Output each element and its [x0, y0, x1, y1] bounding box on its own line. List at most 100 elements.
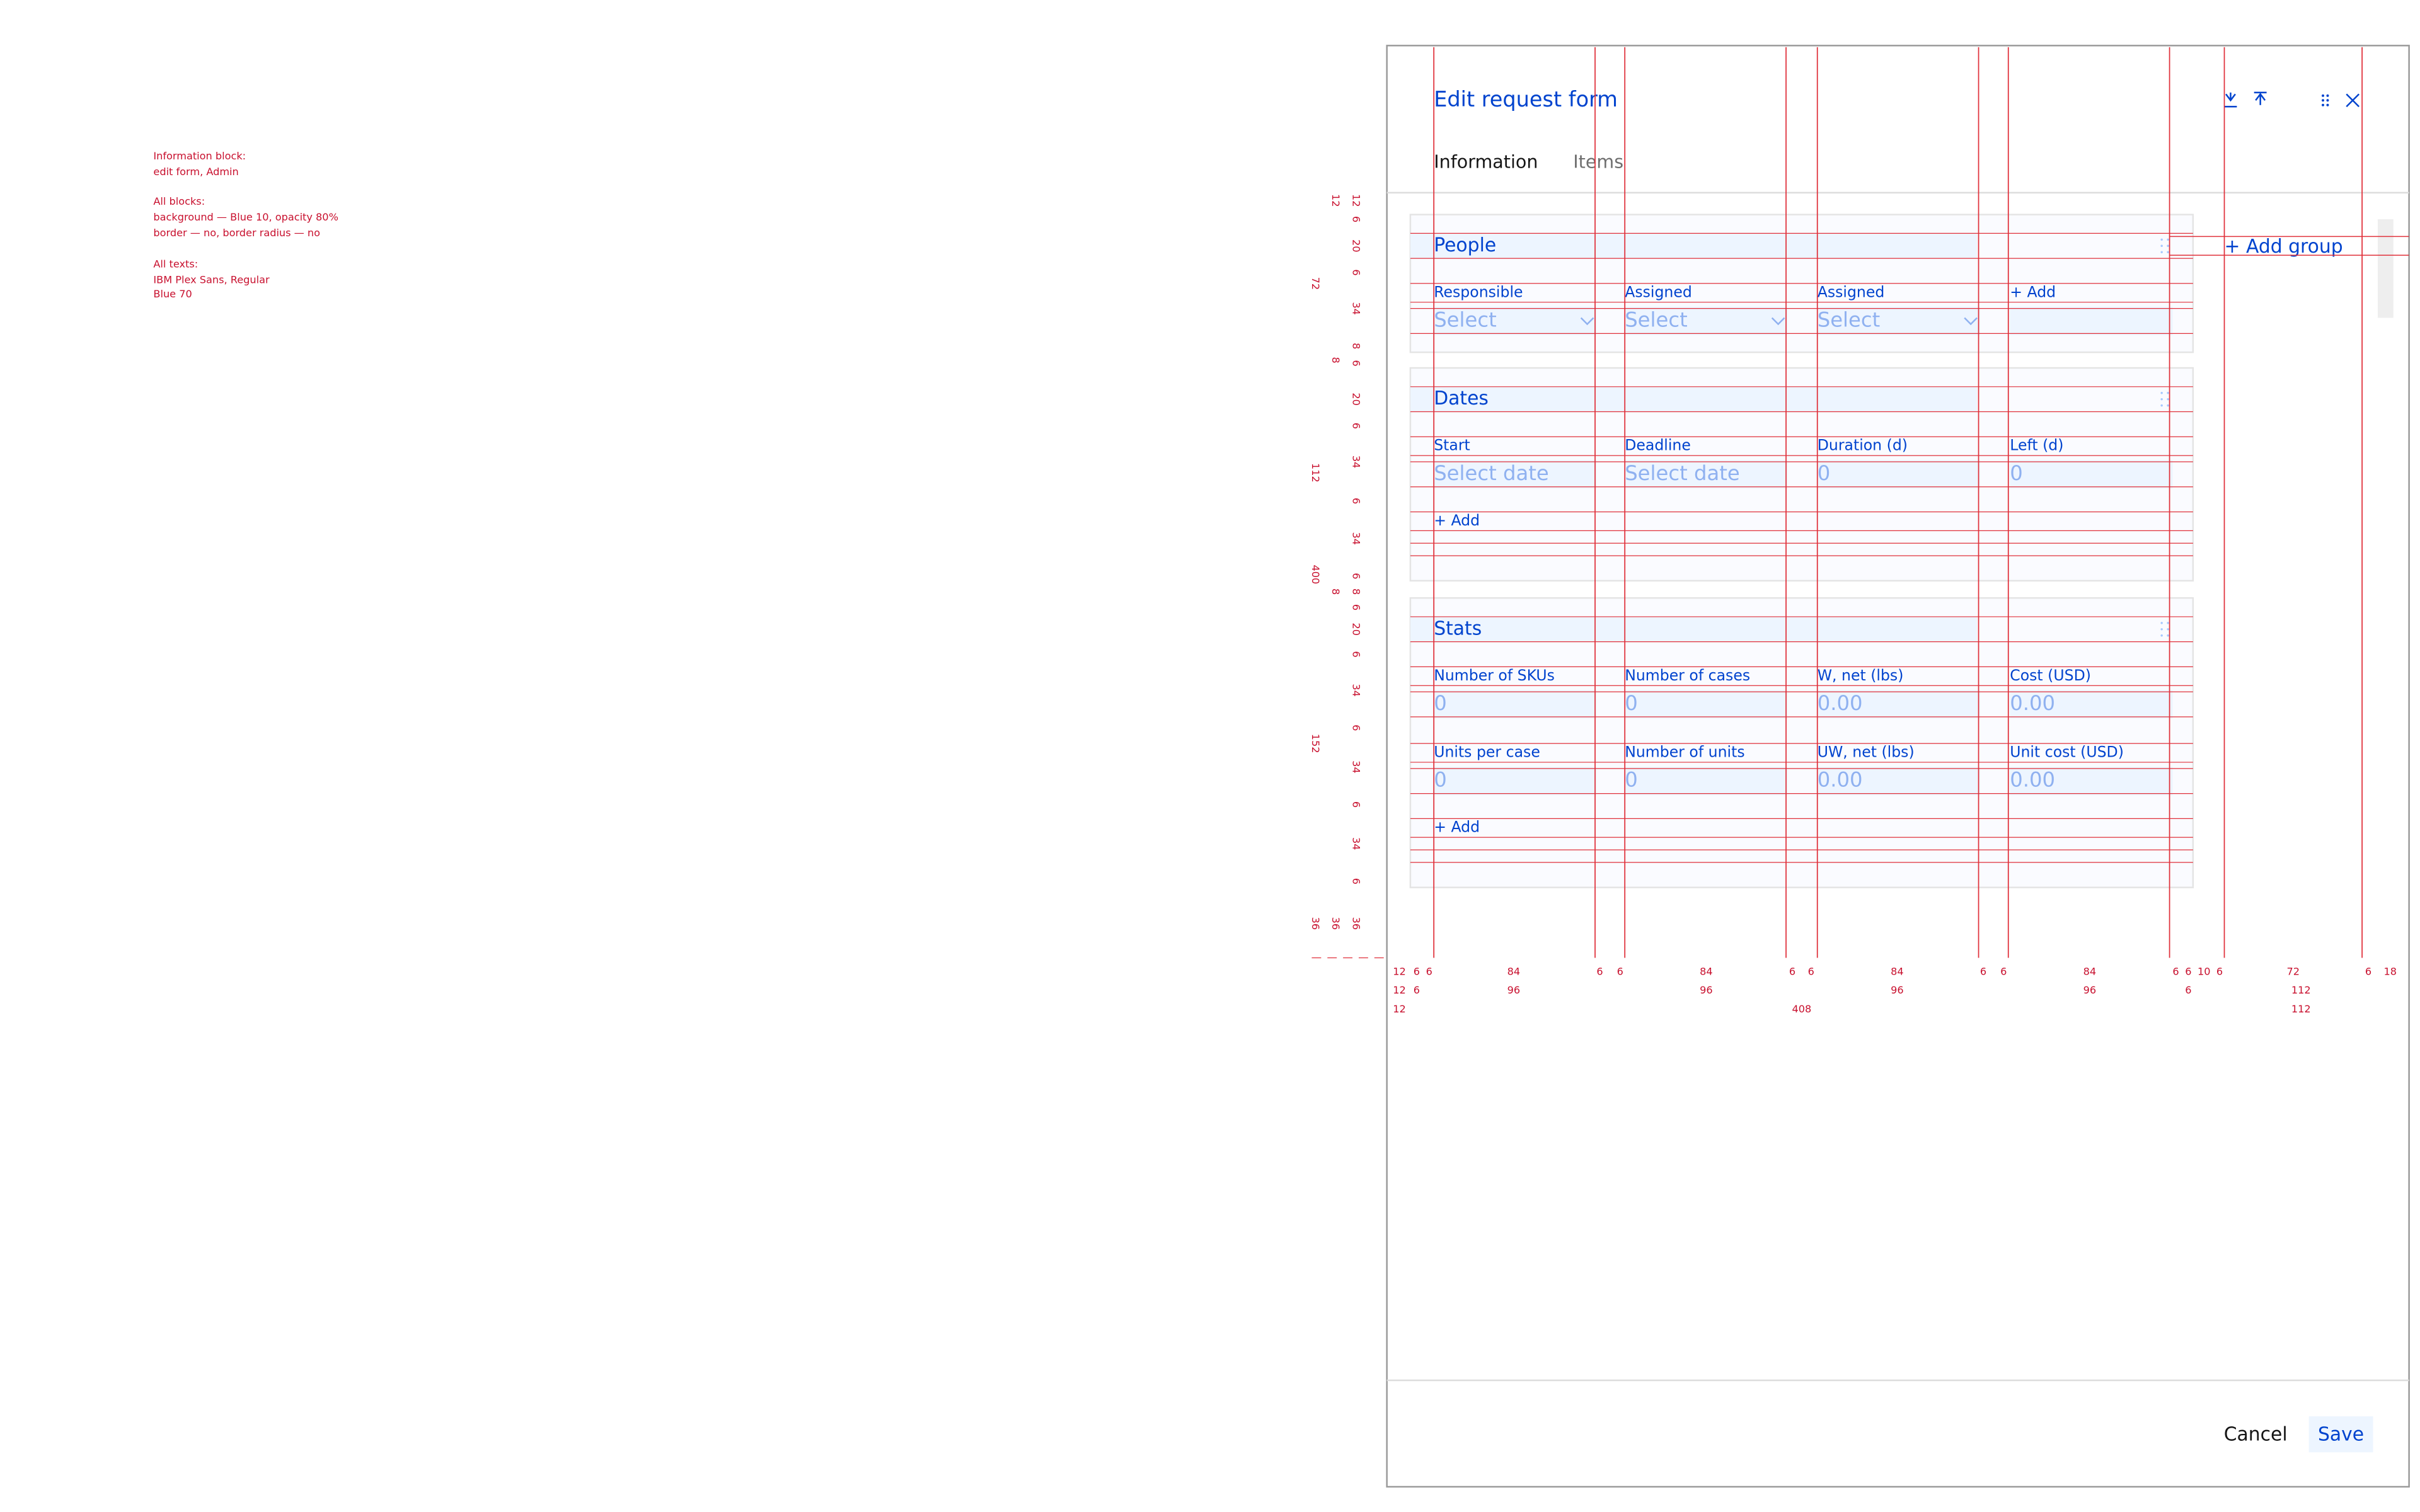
field-input[interactable]: [1817, 307, 1981, 335]
field-placeholder: 0: [1434, 768, 1447, 792]
block-drag-dot: [2160, 251, 2163, 253]
field-input[interactable]: [1434, 690, 1597, 719]
field-input[interactable]: [1817, 690, 1981, 719]
add-field[interactable]: + Add: [1434, 818, 1480, 836]
measure-label: 6: [1789, 965, 1795, 977]
field-label: UW, net (lbs): [1818, 743, 1915, 761]
spec-note: border — no, border radius — no: [153, 227, 320, 239]
measure-label: 84: [1891, 965, 1904, 977]
measure-label: 34: [1350, 684, 1362, 697]
block-drag-dot: [2167, 634, 2169, 637]
field-input[interactable]: [1434, 307, 1597, 335]
field-label: Units per case: [1434, 743, 1540, 761]
measure-label: 6: [1617, 965, 1623, 977]
field-label: W, net (lbs): [1818, 667, 1904, 684]
field-input[interactable]: [2010, 767, 2173, 796]
field-input[interactable]: [1434, 460, 1597, 489]
field-placeholder: 0: [1818, 461, 1831, 485]
field-label: Deadline: [1625, 437, 1691, 454]
add-group[interactable]: + Add group: [2225, 236, 2343, 258]
spec-note: All blocks:: [153, 195, 205, 207]
measure-label: 6: [1808, 965, 1814, 977]
field-input[interactable]: [1817, 460, 1981, 489]
drag-handle: [2322, 94, 2329, 106]
field-label[interactable]: + Add: [2010, 283, 2056, 301]
spec-note: IBM Plex Sans, Regular: [153, 273, 270, 285]
block-drag-dot: [2167, 251, 2169, 253]
measure-label: 6: [1350, 269, 1362, 275]
spec-note: background — Blue 10, opacity 80%: [153, 211, 338, 223]
measure-label: 152: [1310, 734, 1322, 753]
spec-note: All texts:: [153, 258, 198, 270]
measure-label: 84: [2083, 965, 2097, 977]
dropdown-chevron: [1964, 317, 1978, 326]
field-input[interactable]: [1625, 690, 1788, 719]
block-drag-dot: [2167, 404, 2169, 407]
measure-label: 6: [1350, 573, 1362, 579]
field-placeholder: 0.00: [2010, 768, 2055, 792]
measure-label: 6: [2185, 965, 2191, 977]
measure-label: 112: [1310, 463, 1322, 483]
field-input[interactable]: [2010, 690, 2173, 719]
save-button[interactable]: Save: [2318, 1423, 2364, 1445]
spec-note: Blue 70: [153, 288, 192, 300]
field-input[interactable]: [1625, 767, 1788, 796]
field-placeholder: 0: [1625, 768, 1638, 792]
measure-label: 6: [1414, 984, 1420, 996]
measure-label: 6: [1350, 801, 1362, 808]
measure-label: 36: [1330, 917, 1342, 931]
field-placeholder: Select date: [1625, 461, 1740, 485]
measure-label: 6: [1350, 651, 1362, 657]
measure-label: 8: [1350, 588, 1362, 595]
measure-label: 36: [1310, 917, 1322, 931]
block-drag-dot: [2167, 398, 2169, 401]
add-field[interactable]: + Add: [1434, 512, 1480, 529]
measure-label: 36: [1350, 917, 1362, 931]
measure-label: 6: [1414, 965, 1420, 977]
field-label: Assigned: [1818, 283, 1885, 301]
field-label: Left (d): [2010, 437, 2063, 454]
block-drag-dot: [2160, 622, 2163, 624]
block-drag-dot: [2160, 628, 2163, 631]
measure-label: 6: [2000, 965, 2007, 977]
block-drag-dot: [2160, 404, 2163, 407]
block: [1409, 597, 2194, 888]
field-input[interactable]: [1625, 460, 1788, 489]
cancel-button[interactable]: Cancel: [2224, 1423, 2288, 1445]
measure-label: 12: [1393, 965, 1406, 977]
measure-label: 6: [2216, 965, 2223, 977]
measure-label: 96: [1700, 984, 1713, 996]
block-header-bg: [1410, 233, 1978, 259]
measure-label: 12: [1393, 984, 1406, 996]
block-drag-dot: [2167, 244, 2169, 248]
measure-label: 34: [1350, 760, 1362, 774]
field-label: Number of units: [1625, 743, 1744, 761]
field-input[interactable]: [1817, 767, 1981, 796]
measure-label: 20: [1350, 392, 1362, 406]
tab[interactable]: Items: [1573, 151, 1623, 173]
measure-label: 6: [1350, 360, 1362, 366]
measure-label: 12: [1350, 194, 1362, 207]
field-input[interactable]: [1625, 307, 1788, 335]
field-input[interactable]: [1434, 767, 1597, 796]
field-label: Start: [1434, 437, 1470, 454]
field-label: Cost (USD): [2010, 667, 2091, 684]
measure-label: 34: [1350, 532, 1362, 545]
measure-label: 18: [2384, 965, 2397, 977]
tab[interactable]: Information: [1434, 151, 1538, 173]
measure-label: 20: [1350, 239, 1362, 253]
block-drag-dot: [2167, 622, 2169, 624]
measure-label: 12: [1330, 194, 1342, 207]
block-title: Dates: [1434, 387, 1489, 410]
save-button-bg[interactable]: [2308, 1416, 2373, 1453]
block-header-bg: [1410, 386, 1978, 412]
panel-title: Edit request form: [1434, 87, 1618, 112]
measure-label: 6: [1350, 604, 1362, 610]
measure-label: 112: [2291, 1003, 2311, 1015]
measure-label: 96: [1891, 984, 1904, 996]
field-placeholder: 0: [1625, 691, 1638, 715]
field-input[interactable]: [2010, 460, 2173, 489]
measure-label: 84: [1700, 965, 1713, 977]
block-drag-dot: [2160, 398, 2163, 401]
